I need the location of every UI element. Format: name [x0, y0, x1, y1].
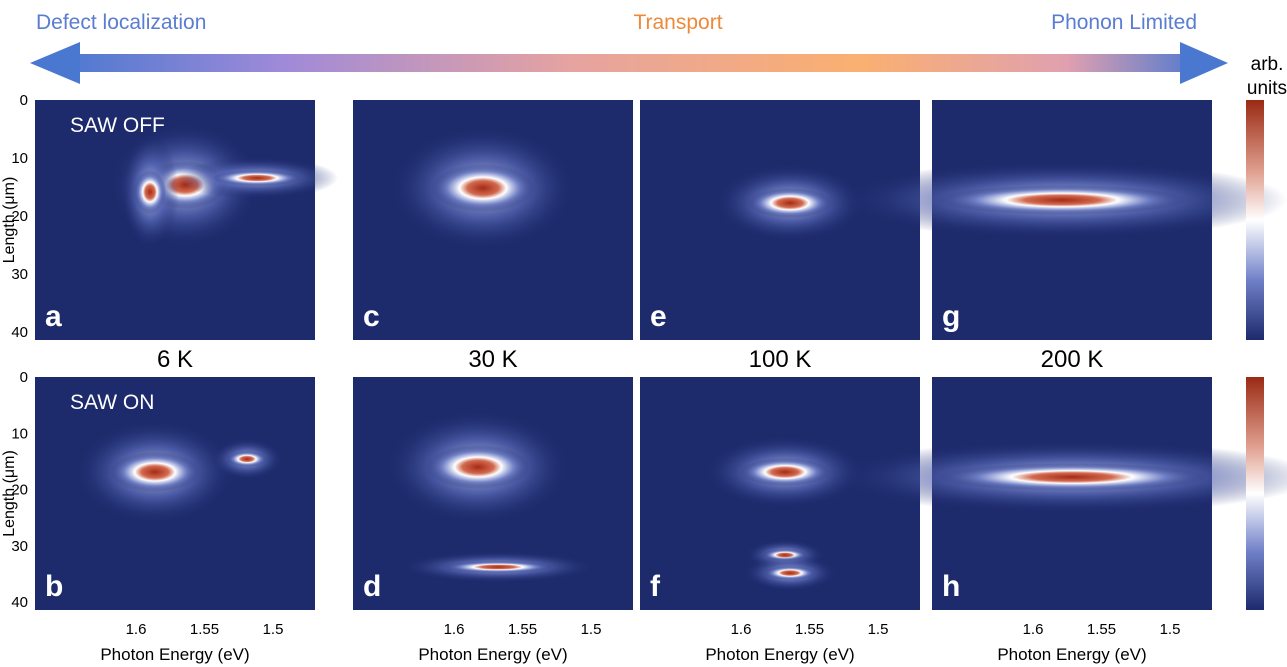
- panel-letter: h: [942, 570, 960, 603]
- temperature: 200 K: [1041, 346, 1104, 373]
- x-tick-label: 1.6: [126, 621, 147, 638]
- y-tick-label: 10: [11, 150, 28, 167]
- header-left: Defect localization: [36, 11, 206, 34]
- panel-letter: c: [363, 300, 380, 333]
- x-tick-label: 1.5: [868, 621, 889, 638]
- arrow-head: [1180, 42, 1228, 84]
- x-tick-label: 1.5: [581, 621, 602, 638]
- temperature: 6 K: [157, 346, 193, 373]
- arrow-head: [30, 42, 80, 84]
- arrow-body: [55, 54, 1205, 72]
- figure: Defect localization Transport Phonon Lim…: [0, 0, 1287, 667]
- hotspot: [937, 463, 1207, 491]
- x-tick-label: 1.55: [795, 621, 824, 638]
- x-tick-label: 1.55: [190, 621, 219, 638]
- y-tick-label: 30: [11, 538, 28, 555]
- hotspot: [212, 170, 302, 186]
- y-tick-label: 30: [11, 266, 28, 283]
- row-label: SAW ON: [70, 391, 154, 414]
- y-axis-label: Length (μm): [1, 450, 18, 537]
- y-tick-label: 0: [20, 92, 28, 109]
- panel-letter: b: [45, 570, 63, 603]
- hotspot: [431, 164, 535, 212]
- y-tick-label: 0: [20, 369, 28, 386]
- x-tick-label: 1.5: [1160, 621, 1181, 638]
- hotspot: [443, 561, 553, 573]
- hotspot: [740, 458, 830, 486]
- y-tick-label: 40: [11, 324, 28, 341]
- colorbar: [1246, 377, 1264, 610]
- x-tick-label: 1.6: [731, 621, 752, 638]
- temperature: 100 K: [749, 346, 812, 373]
- colorbar: [1246, 100, 1264, 340]
- x-tick-label: 1.6: [1023, 621, 1044, 638]
- hotspot: [227, 451, 267, 467]
- colorbar-label: units: [1247, 78, 1287, 99]
- panel-letter: e: [650, 300, 667, 333]
- row-label: SAW OFF: [70, 114, 165, 137]
- x-tick-label: 1.5: [263, 621, 284, 638]
- colorbar-label: arb.: [1251, 54, 1284, 75]
- hotspot: [937, 185, 1187, 215]
- panel-letter: f: [650, 570, 661, 603]
- x-axis-label: Photon Energy (eV): [100, 645, 249, 664]
- temperature: 30 K: [468, 346, 517, 373]
- header-right: Phonon Limited: [1051, 11, 1197, 34]
- hotspot: [110, 452, 200, 492]
- panel-letter: a: [45, 300, 62, 333]
- panel-letter: d: [363, 570, 381, 603]
- x-tick-label: 1.55: [508, 621, 537, 638]
- hotspot: [748, 188, 832, 218]
- header-center: Transport: [633, 11, 722, 34]
- y-tick-label: 40: [11, 594, 28, 611]
- hotspot: [764, 566, 816, 580]
- y-tick-label: 10: [11, 425, 28, 442]
- x-tick-label: 1.55: [1087, 621, 1116, 638]
- x-axis-label: Photon Energy (eV): [418, 645, 567, 664]
- y-axis-label: Length (μm): [1, 177, 18, 264]
- x-axis-label: Photon Energy (eV): [705, 645, 854, 664]
- hotspot: [426, 445, 530, 489]
- panel-letter: g: [942, 300, 960, 333]
- x-axis-label: Photon Energy (eV): [997, 645, 1146, 664]
- x-tick-label: 1.6: [444, 621, 465, 638]
- hotspot: [134, 170, 166, 214]
